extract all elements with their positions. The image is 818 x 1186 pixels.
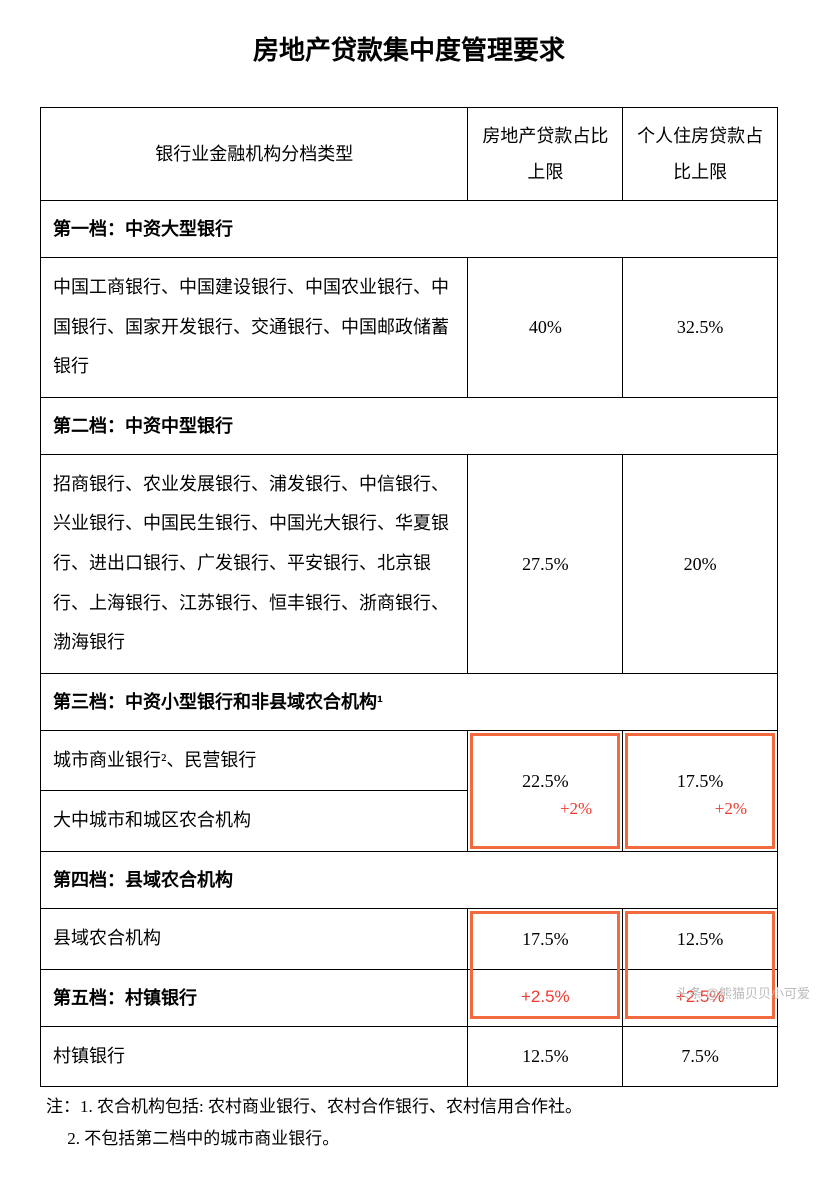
tier4-header-row: 第四档：县域农合机构 xyxy=(41,851,778,908)
tier5-header-row: 第五档：村镇银行 +2.5% +2.5% xyxy=(41,969,778,1026)
tier5-ratio2: 7.5% xyxy=(623,1026,778,1087)
tier1-ratio2: 32.5% xyxy=(623,258,778,398)
header-col3: 个人住房贷款占比上限 xyxy=(623,108,778,201)
tier4-ratio1-cell: 17.5% xyxy=(468,908,623,969)
tier4-ratio2-cell: 12.5% xyxy=(623,908,778,969)
header-col2: 房地产贷款占比上限 xyxy=(468,108,623,201)
tier1-header: 第一档：中资大型银行 xyxy=(41,201,778,258)
tier3-delta1: +2% xyxy=(480,799,610,819)
tier1-header-row: 第一档：中资大型银行 xyxy=(41,201,778,258)
tier4-data-row: 县域农合机构 17.5% 12.5% xyxy=(41,908,778,969)
tier5-header: 第五档：村镇银行 xyxy=(41,969,468,1026)
page-title: 房地产贷款集中度管理要求 xyxy=(40,30,778,67)
tier1-data-row: 中国工商银行、中国建设银行、中国农业银行、中国银行、国家开发银行、交通银行、中国… xyxy=(41,258,778,398)
tier4-ratio2: 12.5% xyxy=(677,929,724,949)
tier2-ratio2: 20% xyxy=(623,454,778,673)
tier3-ratio1: 22.5% xyxy=(522,771,569,791)
tier2-desc: 招商银行、农业发展银行、浦发银行、中信银行、兴业银行、中国民生银行、中国光大银行… xyxy=(41,454,468,673)
tier5-data-row: 村镇银行 12.5% 7.5% xyxy=(41,1026,778,1087)
tier4-desc: 县域农合机构 xyxy=(41,908,468,969)
note-2: 2. 不包括第二档中的城市商业银行。 xyxy=(67,1129,339,1148)
loan-concentration-table: 银行业金融机构分档类型 房地产贷款占比上限 个人住房贷款占比上限 第一档：中资大… xyxy=(40,107,778,1087)
tier3-header: 第三档：中资小型银行和非县域农合机构¹ xyxy=(41,673,778,730)
tier2-ratio1: 27.5% xyxy=(468,454,623,673)
tier3-ratio2-cell: 17.5% +2% xyxy=(623,730,778,851)
tier5-ratio1: 12.5% xyxy=(468,1026,623,1087)
tier1-desc: 中国工商银行、中国建设银行、中国农业银行、中国银行、国家开发银行、交通银行、中国… xyxy=(41,258,468,398)
tier5-delta1: +2.5% xyxy=(480,987,610,1007)
notes-prefix: 注： xyxy=(46,1097,80,1116)
tier1-ratio1: 40% xyxy=(468,258,623,398)
tier3-desc-b: 大中城市和城区农合机构 xyxy=(41,791,468,852)
tier3-header-row: 第三档：中资小型银行和非县域农合机构¹ xyxy=(41,673,778,730)
tier3-data-row-a: 城市商业银行²、民营银行 22.5% +2% 17.5% +2% xyxy=(41,730,778,791)
tier4-ratio1: 17.5% xyxy=(522,929,569,949)
header-col1: 银行业金融机构分档类型 xyxy=(41,108,468,201)
tier5-desc: 村镇银行 xyxy=(41,1026,468,1087)
tier5-delta1-cell: +2.5% xyxy=(468,969,623,1026)
tier2-data-row: 招商银行、农业发展银行、浦发银行、中信银行、兴业银行、中国民生银行、中国光大银行… xyxy=(41,454,778,673)
tier2-header: 第二档：中资中型银行 xyxy=(41,397,778,454)
watermark: 头条 @熊猫贝贝小可爱 xyxy=(676,983,810,1002)
tier3-delta2: +2% xyxy=(635,799,765,819)
footnotes: 注：1. 农合机构包括: 农村商业银行、农村合作银行、农村信用合作社。 2. 不… xyxy=(40,1091,778,1156)
tier3-desc-a: 城市商业银行²、民营银行 xyxy=(41,730,468,791)
tier4-header: 第四档：县域农合机构 xyxy=(41,851,778,908)
tier3-ratio1-cell: 22.5% +2% xyxy=(468,730,623,851)
table-header-row: 银行业金融机构分档类型 房地产贷款占比上限 个人住房贷款占比上限 xyxy=(41,108,778,201)
tier3-ratio2: 17.5% xyxy=(677,771,724,791)
tier2-header-row: 第二档：中资中型银行 xyxy=(41,397,778,454)
note-1: 1. 农合机构包括: 农村商业银行、农村合作银行、农村信用合作社。 xyxy=(80,1097,582,1116)
